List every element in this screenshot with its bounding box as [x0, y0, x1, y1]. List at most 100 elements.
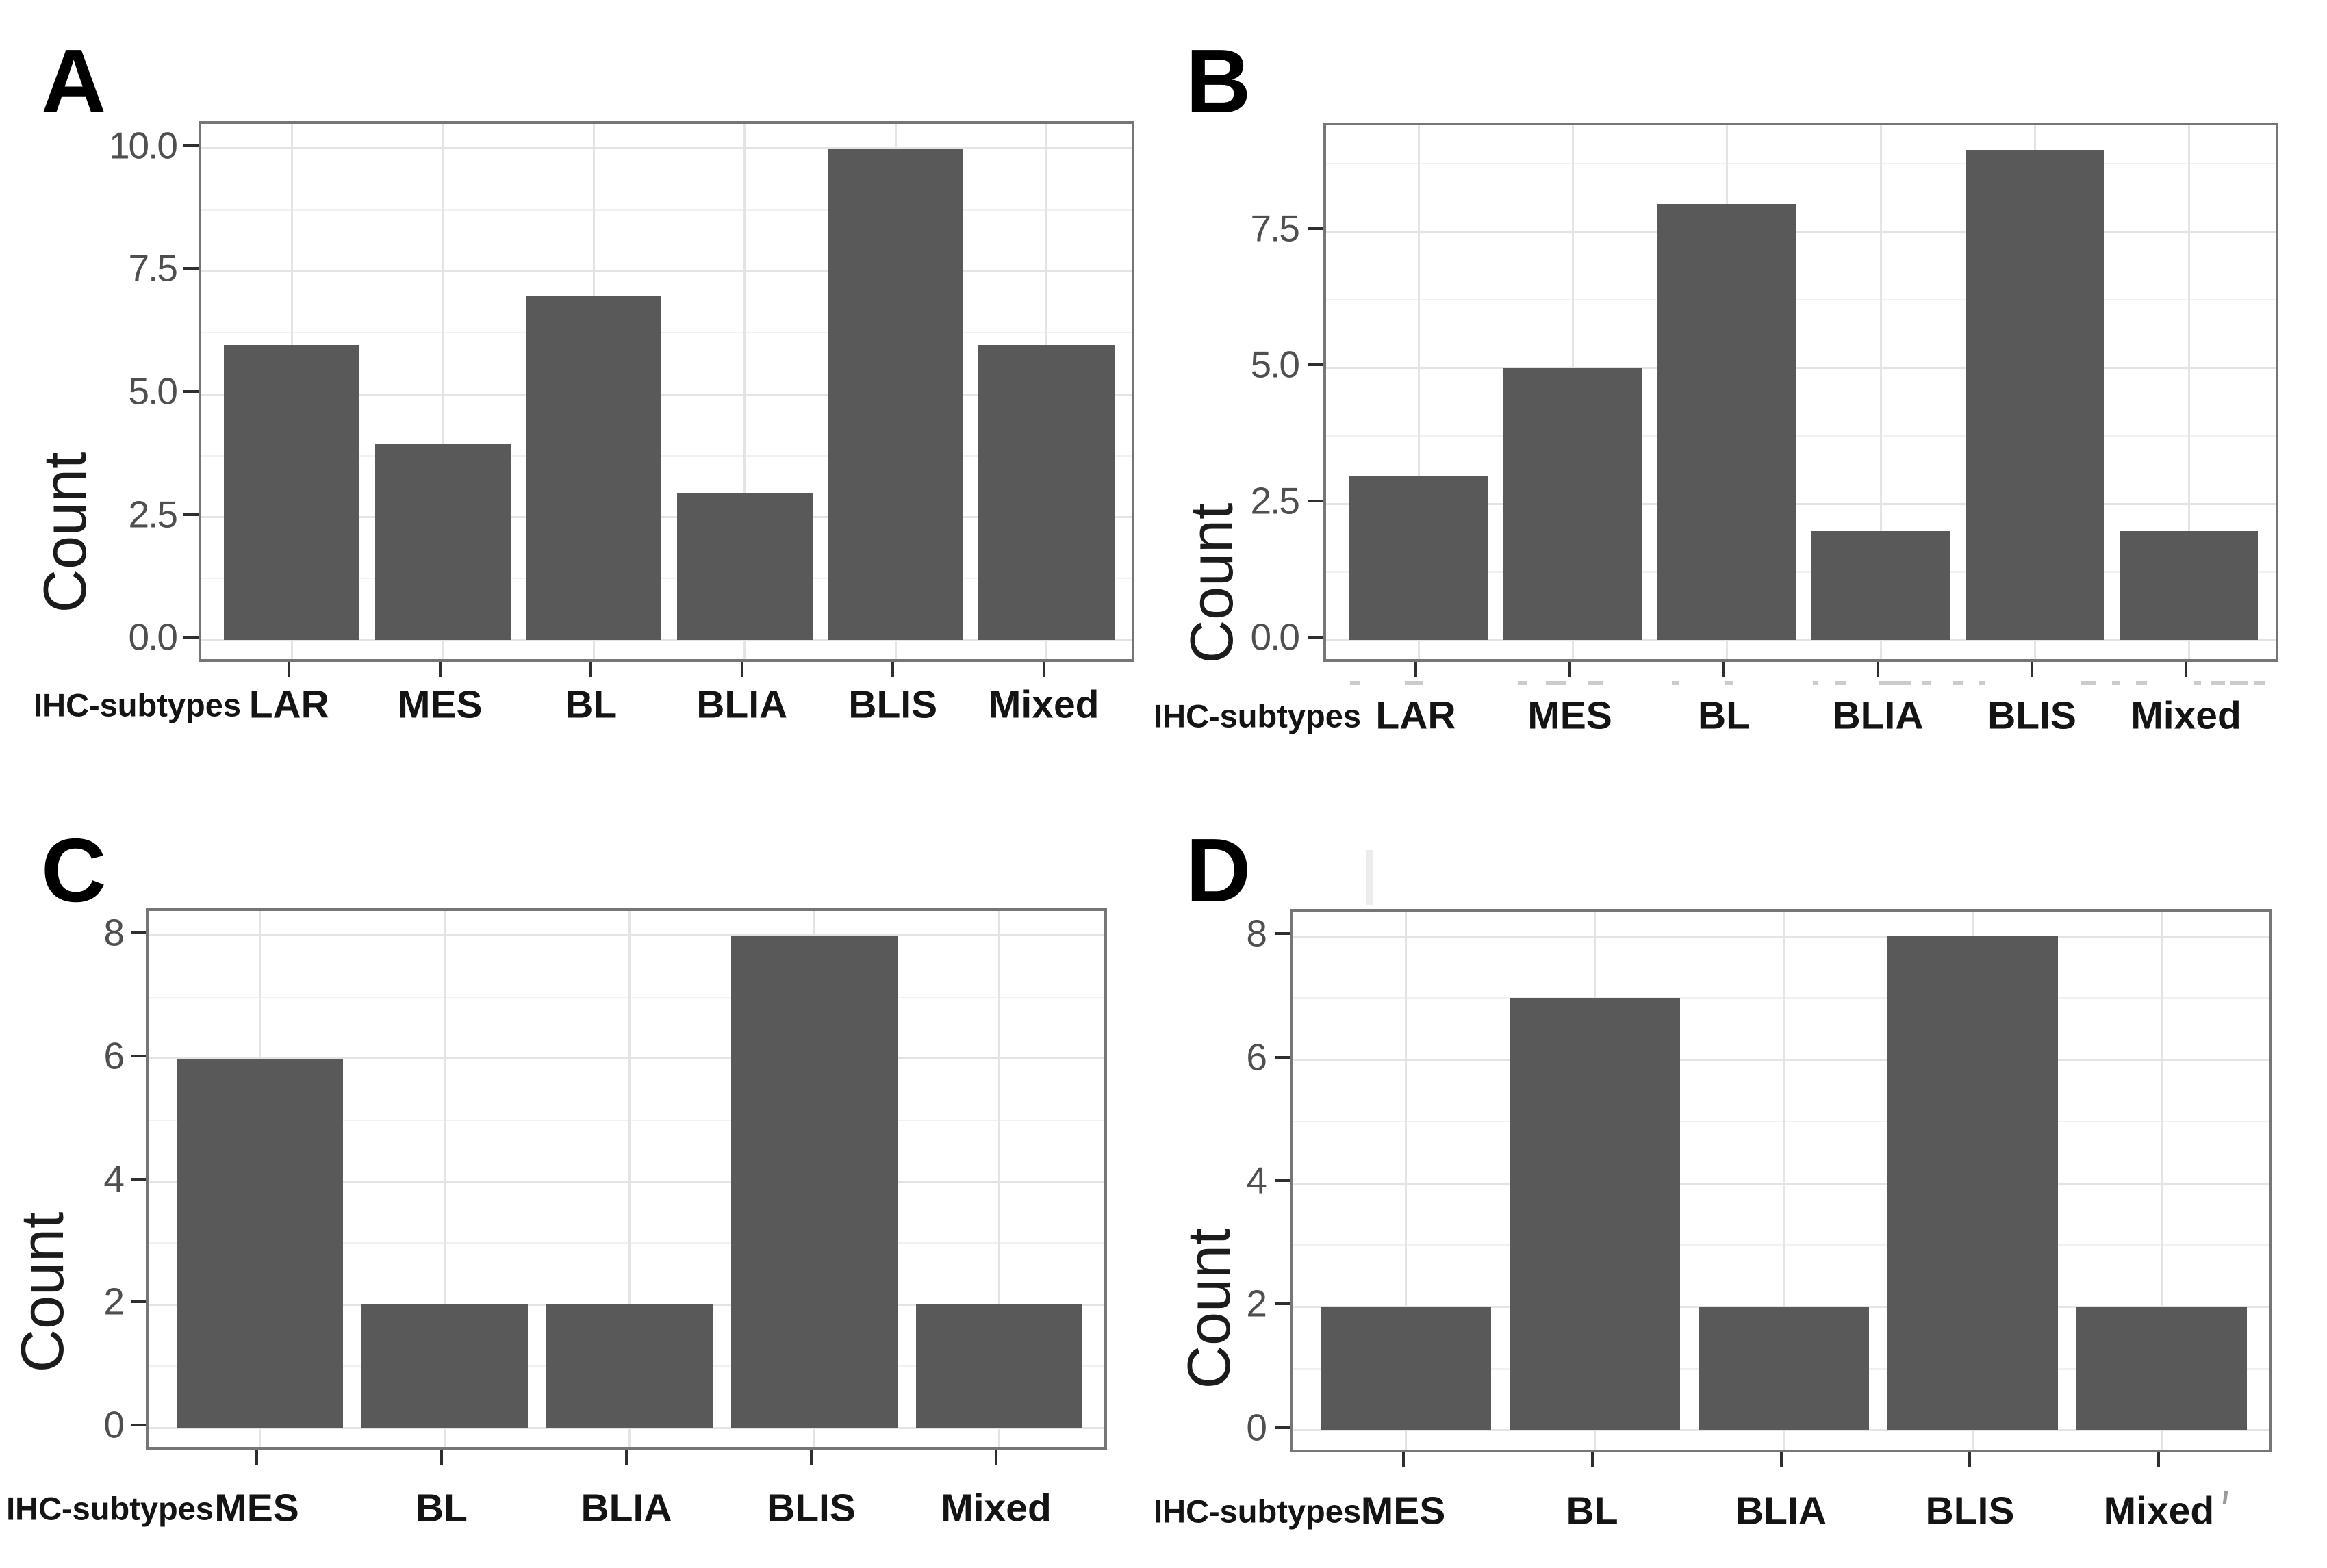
gridline-major: [1293, 1059, 2269, 1062]
erased-text-artifact: [1588, 681, 1603, 685]
bar-mixed: [2119, 530, 2259, 641]
erased-text-artifact: [1405, 681, 1423, 685]
y-axis-tick: [1275, 1302, 1290, 1306]
bar-mixed: [978, 345, 1115, 641]
x-category-label: BLIA: [1735, 1489, 1827, 1533]
gridline-minor: [1326, 298, 2276, 300]
y-tick-label: 2: [1246, 1282, 1267, 1325]
y-axis-tick: [1275, 1179, 1290, 1182]
y-tick-label: 4: [1246, 1159, 1267, 1202]
x-axis-tick: [810, 1450, 813, 1465]
bar-bl: [361, 1304, 528, 1428]
bar-mes: [374, 443, 511, 641]
gridline-major-vertical: [1417, 125, 1420, 659]
x-axis-title: IHC-subtypes: [34, 686, 241, 723]
erased-text-artifact: [2136, 681, 2147, 685]
x-category-label: BLIS: [1987, 693, 2076, 738]
bar-blis: [1887, 936, 2058, 1430]
x-category-label: Mixed: [941, 1486, 1052, 1530]
gridline-major: [201, 270, 1132, 272]
x-axis-tick: [440, 1450, 443, 1465]
x-category-label: Mixed: [2131, 693, 2241, 738]
gridline-major-vertical: [1405, 912, 1408, 1450]
y-axis-title: Count: [1178, 502, 1245, 664]
gridline-minor: [1293, 997, 2269, 999]
x-category-label: MES: [1360, 1489, 1446, 1533]
gridline-minor: [201, 209, 1132, 211]
erased-text-artifact: [2211, 681, 2225, 685]
y-axis-tick: [183, 513, 199, 516]
x-axis-tick: [1568, 662, 1571, 677]
y-tick-label: 8: [1246, 912, 1267, 955]
gridline-major: [1293, 935, 2269, 938]
gridline-major: [1326, 366, 2276, 369]
plot-area: [199, 121, 1134, 662]
y-axis-tick: [1308, 363, 1323, 367]
bar-blis: [828, 148, 964, 641]
x-axis-tick: [288, 662, 291, 677]
x-axis-tick: [1401, 1452, 1405, 1467]
bar-mes: [1321, 1307, 1491, 1430]
gridline-major-vertical: [442, 124, 444, 659]
x-category-label: BL: [1698, 693, 1750, 738]
erased-text-artifact: [2112, 681, 2120, 685]
y-tick-label: 5.0: [128, 370, 178, 413]
y-tick-label: 0: [103, 1403, 125, 1446]
bar-bl: [1510, 998, 1680, 1430]
y-tick-label: 7.5: [1250, 207, 1300, 250]
y-tick-label: 2.5: [128, 493, 178, 536]
erased-text-artifact: [2230, 681, 2248, 685]
gridline-major-vertical: [443, 911, 446, 1447]
x-category-label: MES: [1527, 693, 1612, 738]
erased-text-artifact: [1518, 681, 1527, 685]
bar-mes: [1503, 368, 1642, 641]
x-axis-tick: [995, 1450, 997, 1465]
erased-text-artifact: [1953, 681, 1963, 685]
x-category-label: BLIS: [767, 1486, 856, 1530]
gridline-major: [201, 393, 1132, 396]
y-tick-label: 6: [1246, 1036, 1267, 1079]
bar-blia: [546, 1304, 713, 1428]
x-category-label: BLIS: [848, 682, 938, 727]
gridline-major: [1293, 1182, 2269, 1185]
scan-artifact: [2222, 1490, 2228, 1505]
y-tick-label: 2: [103, 1280, 125, 1323]
y-axis-title: Count: [1175, 1228, 1243, 1389]
erased-text-artifact: [1350, 681, 1360, 685]
gridline-major-vertical: [1879, 125, 1882, 659]
bar-blia: [1811, 530, 1950, 641]
gridline-minor: [149, 996, 1104, 998]
gridline-major-vertical: [743, 124, 746, 659]
x-axis-tick: [1877, 662, 1879, 677]
x-axis-tick: [1414, 662, 1417, 677]
bar-mes: [176, 1058, 343, 1428]
y-axis-tick: [131, 1054, 146, 1057]
y-axis-tick: [183, 636, 199, 639]
x-axis-tick: [2031, 662, 2033, 677]
x-category-label: Mixed: [2103, 1489, 2215, 1533]
y-tick-label: 5.0: [1250, 343, 1300, 386]
bar-lar: [1349, 476, 1488, 641]
x-axis-tick: [2185, 662, 2187, 677]
gridline-minor: [1326, 435, 2276, 437]
x-axis-title: IHC-subtypes: [1154, 1493, 1361, 1530]
gridline-minor: [1326, 162, 2276, 164]
bar-bl: [526, 296, 662, 641]
x-axis-title: IHC-subtypes: [6, 1490, 214, 1527]
y-tick-label: 10.0: [108, 124, 178, 167]
erased-text-artifact: [1835, 681, 1846, 685]
x-category-label: BLIA: [696, 682, 788, 727]
gridline-minor: [1293, 1120, 2269, 1122]
gridline-major-vertical: [2160, 912, 2163, 1450]
bar-bl: [1657, 204, 1796, 641]
gridline-major-vertical: [997, 911, 1000, 1447]
erased-text-artifact: [1922, 681, 1931, 685]
x-category-label: MES: [214, 1486, 299, 1530]
y-axis-title: Count: [8, 1211, 76, 1373]
panel-letter: A: [41, 31, 107, 131]
x-category-label: BLIS: [1925, 1489, 2015, 1533]
bar-lar: [224, 345, 360, 641]
x-category-label: LAR: [1375, 693, 1456, 738]
y-tick-label: 0.0: [128, 615, 178, 658]
